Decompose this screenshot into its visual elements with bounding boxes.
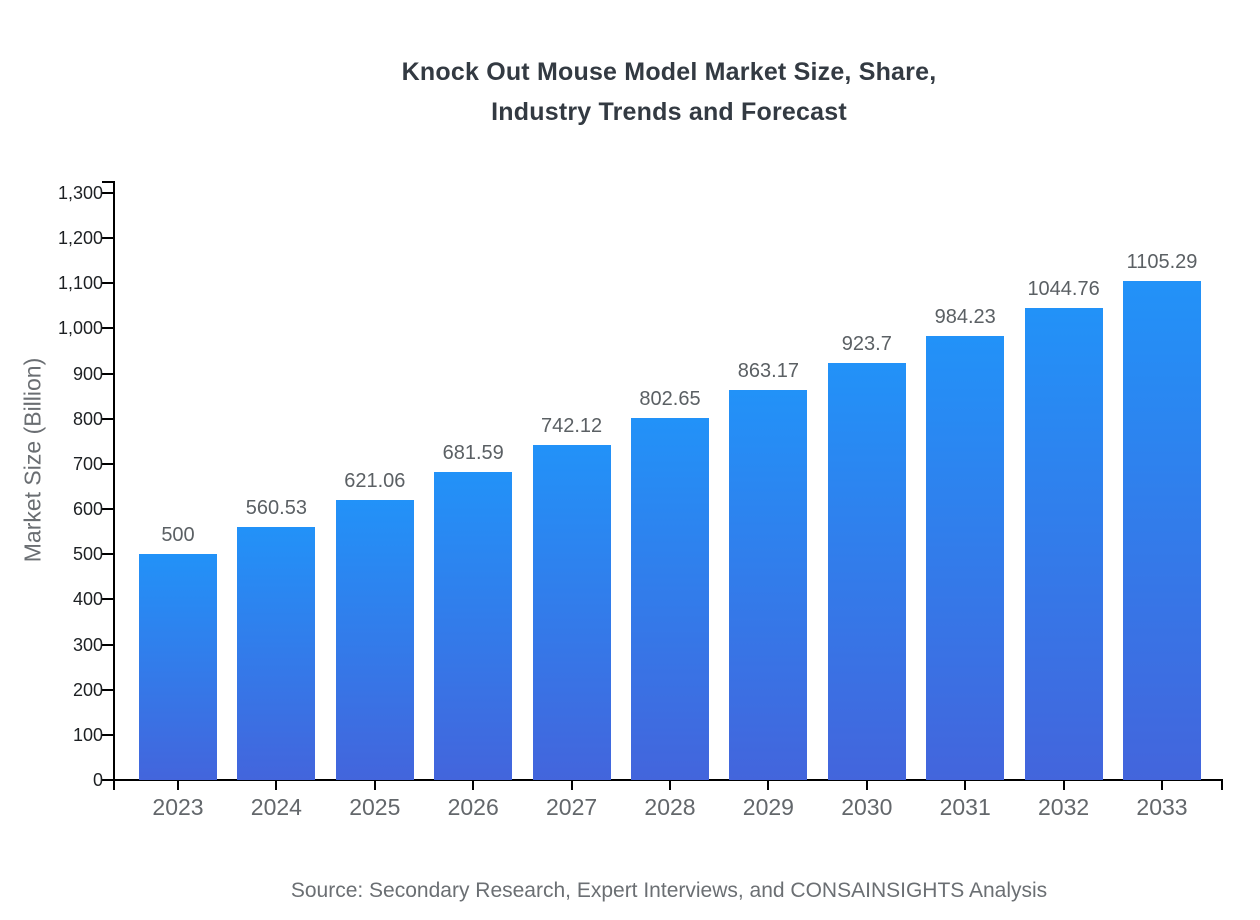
bar-value-label-2030: 923.7 (841, 332, 892, 355)
y-tick-label: 1,000 (57, 318, 103, 339)
x-tick-label-2030: 2030 (841, 794, 893, 820)
bar-2026 (434, 472, 513, 780)
x-tick-label-2026: 2026 (447, 794, 499, 820)
y-tick-label: 600 (72, 499, 103, 520)
y-tick-label: 500 (72, 544, 103, 565)
y-tick-mark (102, 327, 114, 330)
bar-value-label-2027: 742.12 (541, 414, 603, 437)
x-tick-mark (865, 780, 868, 790)
bar-value-label-2025: 621.06 (344, 469, 406, 492)
y-tick-label: 0 (92, 770, 103, 790)
y-tick-label: 700 (72, 453, 103, 474)
bar-value-label-2033: 1105.29 (1126, 250, 1198, 273)
x-tick-label-2023: 2023 (152, 794, 204, 820)
bar-2033 (1123, 280, 1201, 780)
bar-value-label-2032: 1044.76 (1027, 278, 1100, 301)
x-tick-mark (964, 780, 967, 790)
y-tick-mark (102, 643, 114, 646)
y-tick-mark (102, 598, 114, 601)
y-tick-label: 800 (72, 408, 103, 429)
chart-title: Knock Out Mouse Model Market Size, Share… (114, 52, 1224, 132)
y-tick-label: 1,300 (57, 183, 103, 203)
x-tick-label-2024: 2024 (250, 794, 302, 820)
x-tick-mark (1161, 780, 1163, 790)
x-tick-mark (177, 780, 179, 790)
x-axis-line (113, 779, 1223, 781)
y-tick-label: 200 (72, 679, 103, 700)
bar-value-label-2024: 560.53 (245, 496, 307, 519)
y-tick-label: 1,200 (57, 228, 103, 249)
x-tick-label-2027: 2027 (546, 794, 598, 820)
y-tick-mark (102, 192, 114, 194)
y-tick-mark (102, 733, 114, 736)
y-tick-label: 400 (72, 589, 103, 610)
y-tick-mark (102, 553, 114, 556)
bar-2028 (631, 417, 709, 780)
x-tick-label-2025: 2025 (349, 794, 401, 820)
y-tick-mark (102, 417, 114, 420)
y-tick-mark (102, 237, 114, 240)
x-tick-label-2033: 2033 (1136, 794, 1188, 820)
y-tick-mark (102, 508, 114, 511)
x-tick-mark (570, 780, 573, 790)
y-tick-label: 300 (72, 634, 103, 655)
y-tick-mark (102, 779, 114, 781)
bar-2030 (827, 362, 906, 780)
x-axis-end-cap (1221, 780, 1223, 790)
source-note: Source: Secondary Research, Expert Inter… (290, 879, 1048, 902)
bar-value-label-2026: 681.59 (442, 442, 504, 465)
y-tick-label: 900 (72, 363, 103, 384)
x-tick-mark (1062, 780, 1065, 790)
y-axis-line (113, 181, 115, 790)
bar-2025 (335, 499, 414, 780)
bar-value-label-2031: 984.23 (934, 305, 996, 328)
bar-2024 (237, 526, 316, 780)
x-tick-label-2031: 2031 (939, 794, 991, 820)
y-tick-mark (102, 282, 114, 285)
bar-value-label-2028: 802.65 (639, 387, 701, 410)
x-tick-mark (767, 780, 770, 790)
chart-title-line-2: Industry Trends and Forecast (491, 98, 847, 126)
bar-2027 (532, 444, 611, 780)
bar-2031 (926, 335, 1005, 780)
y-tick-label: 1,100 (57, 273, 103, 294)
x-tick-mark (472, 780, 475, 790)
y-tick-label: 100 (72, 724, 103, 745)
bar-value-label-2029: 863.17 (737, 360, 799, 383)
x-tick-label-2032: 2032 (1038, 794, 1090, 820)
x-tick-mark (373, 780, 376, 790)
y-tick-mark (102, 688, 114, 691)
bar-value-label-2023: 500 (161, 524, 195, 547)
bar-2029 (729, 390, 808, 780)
bar-2032 (1024, 308, 1103, 780)
x-tick-label-2028: 2028 (644, 794, 696, 820)
x-tick-mark (275, 780, 278, 790)
x-tick-mark (669, 780, 671, 790)
y-tick-mark (102, 462, 114, 465)
chart-title-line-1: Knock Out Mouse Model Market Size, Share… (401, 58, 937, 86)
y-axis-end-cap (102, 181, 114, 183)
bar-2023 (139, 554, 217, 780)
x-tick-label-2029: 2029 (742, 794, 794, 820)
y-tick-mark (102, 372, 114, 375)
